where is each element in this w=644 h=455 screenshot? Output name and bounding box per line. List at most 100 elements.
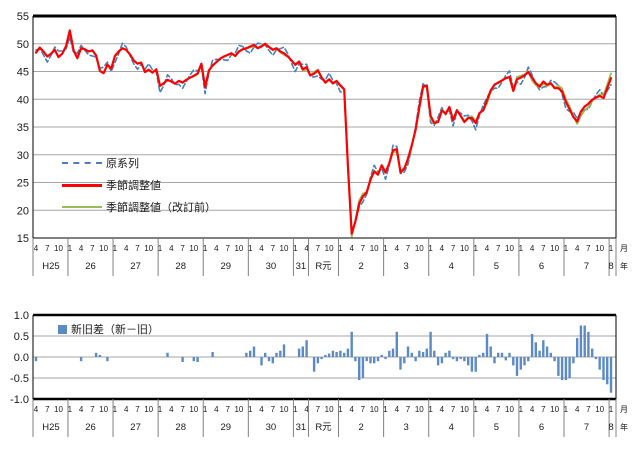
year-label: 26 (85, 422, 96, 433)
month-tick-label: 7 (180, 244, 185, 253)
month-tick-label: 4 (169, 244, 174, 253)
diff-bar (211, 352, 214, 357)
month-tick-label: 10 (370, 244, 379, 253)
diff-bar (485, 333, 489, 357)
month-tick-label: 7 (271, 405, 276, 414)
diff-bar (519, 357, 522, 370)
year-label: R元 (315, 261, 332, 272)
line-y-tick: 35 (17, 122, 29, 134)
year-label: 30 (266, 422, 277, 433)
diff-bar (358, 357, 361, 381)
diff-bar (564, 357, 568, 381)
diff-bar (282, 344, 286, 357)
line-y-tick: 50 (17, 39, 29, 51)
month-tick-label: 7 (225, 244, 230, 253)
month-tick-label: 4 (79, 405, 84, 414)
month-tick-label: 7 (135, 405, 140, 414)
year-label: 28 (175, 261, 186, 272)
diff-bar (470, 357, 474, 372)
diff-bar (376, 357, 380, 362)
month-tick-label: 10 (550, 405, 559, 414)
diff-bar (542, 340, 545, 357)
month-tick-label: 7 (316, 405, 321, 414)
line-chart-grid: 55 50 45 40 35 30 25 20 15 (17, 11, 617, 245)
diff-bar (493, 357, 496, 364)
diff-bar (557, 357, 560, 376)
month-tick-label: 1 (564, 244, 569, 253)
bar-chart-legend: 新旧差（新－旧） (58, 321, 159, 337)
legend-item-sa-new: 季節調整値 (62, 174, 216, 196)
diff-bar (545, 346, 549, 357)
diff-bar (399, 357, 402, 370)
diff-bar (249, 350, 252, 357)
month-tick-label: 10 (54, 405, 63, 414)
month-tick-label: 4 (575, 244, 580, 253)
month-tick-label: 10 (325, 244, 334, 253)
diff-bar (406, 346, 410, 357)
month-tick-label: 1 (203, 405, 208, 414)
dashed-line-swatch (62, 162, 102, 164)
year-label: 2 (358, 422, 363, 433)
month-tick-label: 4 (124, 244, 129, 253)
month-tick-label: 10 (370, 405, 379, 414)
year-label: 29 (221, 422, 232, 433)
month-tick-label: 1 (383, 244, 388, 253)
diff-bar (421, 352, 425, 357)
bar-chart-grid: 1.0 0.5 0.0 -0.5 -1.0 (10, 310, 617, 406)
diff-bar (410, 352, 413, 357)
month-tick-label: 4 (34, 244, 39, 253)
month-tick-label: 7 (541, 244, 546, 253)
month-tick-label: 10 (550, 244, 559, 253)
month-tick-label: 7 (496, 405, 501, 414)
diff-bar (489, 346, 492, 357)
month-tick-label: 1 (293, 405, 298, 414)
diff-bar (606, 357, 609, 385)
diff-bar (602, 357, 605, 381)
year-label: 3 (404, 422, 409, 433)
month-tick-label: 1 (68, 244, 73, 253)
month-tick-label: 4 (485, 405, 490, 414)
year-label: 31 (296, 261, 307, 272)
month-tick-label: 1 (519, 244, 524, 253)
legend-label-sa-old: 季節調整値（改訂前） (106, 202, 216, 214)
month-tick-label: 7 (271, 244, 276, 253)
diff-bar (98, 354, 102, 357)
diff-bar (572, 357, 575, 364)
diff-bar (576, 338, 579, 357)
month-tick-label: 1 (248, 244, 253, 253)
month-tick-label: 4 (440, 405, 445, 414)
month-tick-label: 1 (473, 405, 478, 414)
diff-bar (388, 350, 391, 357)
year-label: 8 (608, 261, 613, 272)
month-tick-label: 7 (361, 405, 366, 414)
diff-bar (346, 348, 350, 357)
month-tick-label: 7 (361, 244, 366, 253)
month-tick-label: 1 (293, 244, 298, 253)
diff-bar (500, 352, 504, 357)
month-tick-label: 7 (406, 405, 411, 414)
month-tick-label: 4 (395, 405, 400, 414)
diff-bar (331, 350, 335, 357)
year-label: 4 (449, 422, 454, 433)
month-tick-label: 7 (225, 405, 230, 414)
diff-bar (373, 357, 376, 364)
month-tick-label: 4 (304, 405, 309, 414)
diff-bar (245, 352, 248, 357)
month-tick-label: 4 (349, 405, 354, 414)
diff-bar (436, 357, 440, 366)
diff-bar (94, 352, 98, 357)
diff-bar (579, 325, 583, 357)
month-tick-label: 10 (99, 405, 108, 414)
bar-y-tick: -0.5 (10, 373, 29, 385)
diff-bar (279, 350, 282, 357)
month-tick-label: 1 (609, 405, 614, 414)
diff-bar (339, 350, 342, 357)
diff-bar (312, 357, 316, 372)
diff-bar (327, 353, 331, 357)
month-tick-label: 10 (505, 244, 514, 253)
diff-bar (425, 348, 428, 357)
diff-bar (403, 357, 406, 364)
series-sa-new (34, 29, 613, 235)
